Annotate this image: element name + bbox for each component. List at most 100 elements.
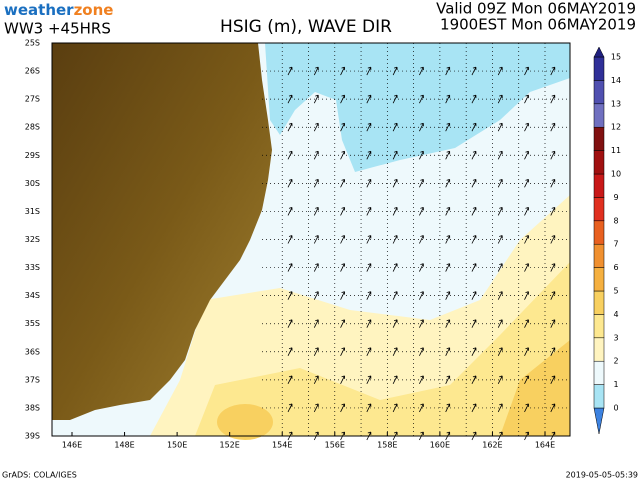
wave-arrow [340, 150, 345, 160]
wave-arrow [524, 319, 529, 328]
wave-arrow [392, 207, 398, 216]
wave-arrow [497, 207, 503, 216]
wave-arrow [497, 347, 503, 356]
wave-arrow [392, 347, 398, 356]
wave-arrow [313, 94, 319, 104]
wave-arrow [340, 375, 345, 385]
lat-label: 30S [25, 179, 40, 188]
wave-arrow [287, 207, 293, 216]
colorbar-label: 8 [613, 216, 618, 225]
wave-arrow [313, 150, 319, 160]
colorbar-segment [593, 173, 605, 198]
wave-arrow [524, 347, 529, 356]
wave-arrow [419, 178, 424, 188]
colorbar-segment [593, 243, 605, 268]
wave-arrow [419, 347, 424, 356]
wave-arrow [471, 263, 477, 272]
wave-arrow [340, 263, 345, 272]
colorbar-segment [593, 220, 605, 245]
wave-arrow [313, 178, 319, 188]
wave-arrow [471, 403, 477, 413]
wave-arrow [340, 207, 345, 216]
wave-arrow [313, 235, 319, 244]
wave-arrow [445, 235, 451, 244]
timestamp: 2019-05-05-05:39 [566, 471, 638, 480]
wave-arrow [287, 150, 293, 160]
wave-arrow [287, 291, 293, 300]
wave-arrow [419, 263, 424, 272]
wave-arrow [419, 319, 424, 328]
wave-arrow [471, 235, 477, 244]
wave-arrow [366, 94, 372, 104]
model: WW3 +45HRS [4, 20, 111, 38]
colorbar-high [593, 46, 605, 58]
colorbar-label: 2 [613, 357, 618, 366]
wave-arrow [497, 291, 503, 300]
wave-arrow [550, 66, 556, 76]
wave-arrow [313, 263, 319, 272]
wave-4-5 [500, 340, 570, 436]
wave-arrow [471, 150, 477, 160]
wave-arrow [366, 375, 372, 385]
colorbar-label: 5 [613, 287, 618, 296]
wave-arrow [471, 347, 477, 356]
wave-arrow [392, 66, 398, 76]
wave-arrow [550, 319, 556, 328]
colorbar-segment [593, 337, 605, 362]
wave-arrow [313, 291, 319, 300]
lat-label: 31S [25, 207, 40, 216]
colorbar-label: 7 [613, 240, 618, 249]
wave-arrow [550, 94, 556, 104]
lon-label: 154E [272, 441, 292, 450]
wave-arrow [366, 403, 372, 413]
colorbar-label: 10 [611, 170, 621, 179]
wave-arrow [366, 235, 372, 244]
colorbar-label: 12 [611, 123, 621, 132]
wave-arrow [419, 94, 424, 104]
wave-arrow [524, 150, 529, 160]
wave-arrow [497, 66, 503, 76]
wave-arrow [445, 122, 451, 132]
wave-arrow [550, 375, 556, 385]
wave-arrow [366, 66, 372, 76]
wave-arrow [524, 403, 529, 413]
lat-label: 35S [25, 319, 40, 328]
wave-arrow [471, 178, 477, 188]
wave-arrow [471, 94, 477, 104]
colorbar-label: 14 [611, 76, 621, 85]
wave-arrow [471, 291, 477, 300]
wave-arrow [419, 122, 424, 132]
wave-arrow [550, 263, 556, 272]
wave-arrow [445, 403, 451, 413]
wave-arrow [392, 122, 398, 132]
wave-arrow [287, 319, 293, 328]
wave-arrow [471, 122, 477, 132]
lat-label: 36S [25, 347, 40, 356]
wave-arrow [524, 235, 529, 244]
wave-0-1 [265, 43, 570, 172]
wave-arrow [392, 319, 398, 328]
wave-arrow [287, 94, 293, 104]
wave-arrow [550, 347, 556, 356]
wave-arrow [366, 347, 372, 356]
wave-4-5 [217, 404, 273, 440]
wave-arrow [392, 375, 398, 385]
colorbar-label: 13 [611, 99, 621, 108]
wave-arrow [366, 122, 372, 132]
wave-arrow [313, 122, 319, 132]
wave-arrow [497, 375, 503, 385]
wave-arrow [445, 178, 451, 188]
wave-arrow [419, 291, 424, 300]
wave-arrow [340, 347, 345, 356]
colorbar-segment [593, 56, 605, 81]
wave-3-4 [195, 262, 570, 436]
wave-arrow [366, 319, 372, 328]
wave-arrow [419, 66, 424, 76]
wave-arrow [419, 375, 424, 385]
colorbar-label: 1 [613, 380, 618, 389]
wave-arrow [313, 403, 319, 413]
wave-arrow [340, 291, 345, 300]
lat-label: 33S [25, 263, 40, 272]
australia-land [52, 43, 272, 420]
